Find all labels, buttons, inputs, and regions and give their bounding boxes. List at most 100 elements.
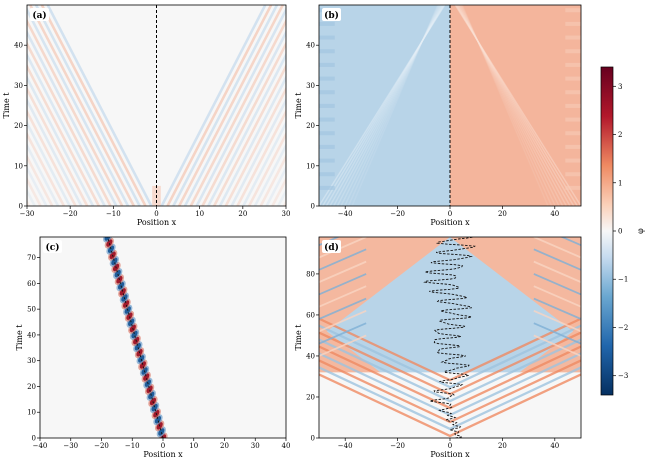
wave-front: [34, 5, 141, 206]
x-tick-label: 20: [498, 210, 507, 218]
ripple: [329, 5, 444, 206]
wave-front: [218, 75, 286, 206]
edge-ripple: [565, 90, 581, 95]
x-tick-label: −10: [125, 442, 140, 450]
edge-ripple: [565, 144, 581, 149]
side-texture: [319, 248, 367, 271]
edge-ripple: [319, 144, 335, 149]
panel-label-box: [43, 240, 62, 253]
wave-front: [236, 108, 286, 206]
wave-front: [201, 41, 286, 206]
x-tick-label: −40: [338, 442, 353, 450]
y-tick-label: 0: [19, 203, 23, 211]
x-tick-label: −40: [338, 210, 353, 218]
colorbar-tick-label: 2: [618, 131, 622, 139]
wave-front: [27, 86, 89, 206]
edge-ripple: [319, 35, 335, 40]
wave-front: [46, 5, 153, 206]
panel-label: (c): [46, 242, 60, 253]
panel-b: −40 −20 0 20 40 0 10 20 30 40 Position x Time t (b): [294, 4, 582, 227]
edge-ripple: [319, 90, 335, 95]
negative-diamond: [326, 237, 574, 426]
edge-ripple: [319, 158, 335, 163]
heatmap-field: [40, 237, 286, 438]
x-axis-label: Position x: [430, 450, 470, 459]
y-axis-label: Time t: [2, 92, 11, 119]
x-tick-label: −20: [390, 442, 405, 450]
wave-front: [230, 97, 286, 206]
side-texture: [533, 248, 581, 271]
y-tick-label: 40: [306, 352, 315, 360]
wave-front: [27, 18, 124, 206]
ripple: [336, 5, 442, 206]
side-texture: [533, 285, 581, 308]
y-tick-label: 80: [306, 270, 315, 278]
wave-front: [247, 131, 286, 206]
colorbar: −3 −2 −1 0 1 2 3 φ: [600, 66, 645, 396]
y-tick-label: 70: [27, 254, 36, 262]
edge-ripple: [565, 103, 581, 108]
x-tick-label: −10: [106, 210, 121, 218]
x-tick-label: −20: [390, 210, 405, 218]
wave-front: [160, 5, 267, 206]
wave-front: [27, 142, 60, 206]
side-texture: [319, 260, 367, 283]
side-texture: [319, 285, 367, 308]
x-tick-label: 20: [498, 442, 507, 450]
y-tick-label: 10: [27, 409, 36, 417]
side-texture: [533, 273, 581, 296]
edge-ripple: [319, 103, 335, 108]
side-texture: [533, 297, 581, 320]
colorbar-tick-label: −2: [618, 324, 628, 332]
ripple: [351, 5, 439, 206]
ripple: [344, 5, 440, 206]
edge-ripple: [565, 185, 581, 190]
ripple: [319, 5, 446, 206]
edge-ripple: [565, 21, 581, 26]
side-texture: [533, 237, 581, 259]
side-texture: [319, 334, 367, 357]
y-tick-label: 50: [27, 306, 36, 314]
side-texture: [533, 310, 581, 333]
wave-front: [27, 108, 77, 206]
edge-ripple: [565, 172, 581, 177]
edge-ripple: [319, 117, 335, 122]
edge-ripple: [319, 185, 335, 190]
x-tick-label: −20: [63, 210, 78, 218]
y-axis-label: Time t: [15, 324, 24, 351]
panel-d: −40 −20 0 20 40 0 20 40 60 80 Position x Time t (d): [294, 236, 582, 459]
wave-front: [259, 154, 286, 206]
colorbar-tick-label: −3: [618, 372, 628, 380]
ripple: [458, 5, 564, 206]
y-tick-label: 10: [14, 162, 23, 170]
wave-front: [27, 154, 54, 206]
y-tick-label: 0: [32, 435, 36, 443]
ripple: [455, 5, 578, 206]
ripple: [457, 5, 567, 206]
wave-front: [265, 165, 286, 206]
x-tick-label: −30: [20, 210, 35, 218]
y-tick-label: 60: [306, 311, 315, 319]
wave-front: [207, 52, 286, 206]
x-tick-label: 40: [282, 442, 291, 450]
panel-label-box: [322, 240, 341, 253]
edge-ripple: [319, 172, 335, 177]
wave-front: [27, 165, 48, 206]
heatmap-field: [319, 237, 581, 438]
ripple: [347, 5, 440, 206]
y-tick-label: 30: [306, 82, 315, 90]
wave-front: [189, 18, 286, 206]
colorbar-tick-label: 0: [618, 228, 622, 236]
edge-ripple: [565, 35, 581, 40]
trajectory-line: [107, 237, 164, 438]
side-texture: [319, 273, 367, 296]
wave-front: [212, 63, 286, 206]
x-tick-label: 30: [282, 210, 291, 218]
y-tick-label: 40: [306, 42, 315, 50]
ripple: [456, 5, 575, 206]
wave-front: [166, 5, 273, 206]
side-texture: [319, 310, 367, 333]
side-texture: [319, 297, 367, 320]
side-texture: [533, 334, 581, 357]
